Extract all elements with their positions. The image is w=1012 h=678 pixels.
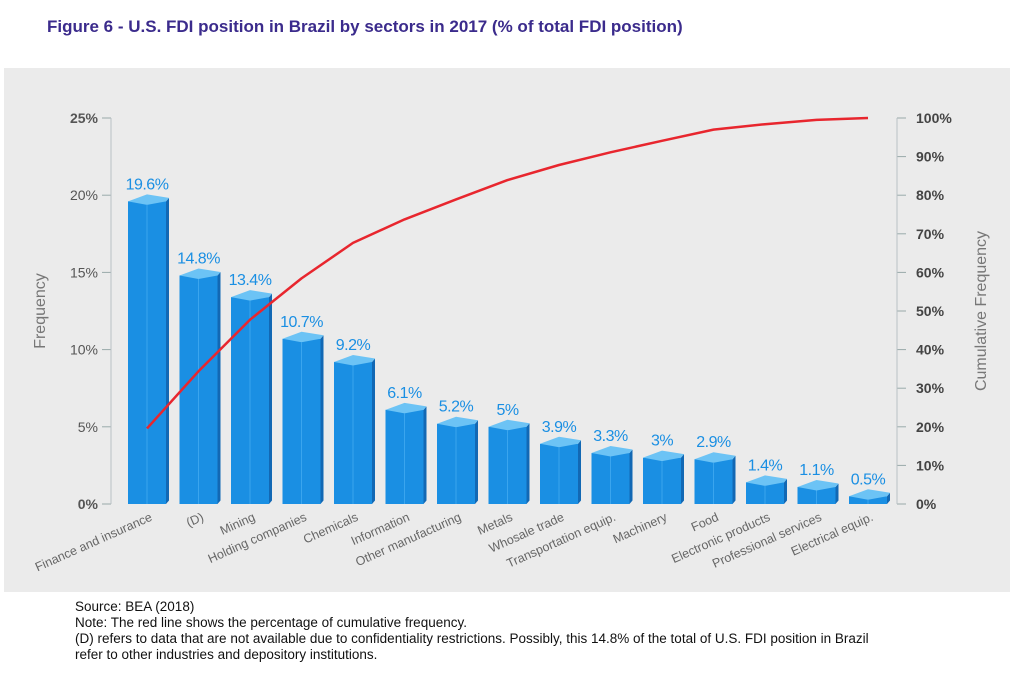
- bar-top: [334, 354, 375, 366]
- bar-top: [694, 452, 736, 463]
- bar-value-label: 10.7%: [280, 314, 323, 331]
- bar-side: [372, 358, 375, 504]
- bar-top: [231, 290, 272, 301]
- bar-top: [488, 419, 530, 431]
- bar-side: [269, 293, 272, 504]
- line-note: Note: The red line shows the percentage …: [75, 615, 467, 630]
- bar-side: [784, 478, 787, 504]
- bar-side: [732, 455, 736, 504]
- bar-value-label: 0.5%: [851, 471, 886, 488]
- right-tick-label: 100%: [916, 110, 952, 126]
- bar: [849, 489, 890, 504]
- bar-top: [437, 416, 478, 428]
- bar-value-label: 3%: [651, 433, 673, 450]
- right-tick-label: 70%: [916, 226, 945, 242]
- right-tick-label: 90%: [916, 149, 945, 165]
- bar: [437, 416, 478, 504]
- bar-top: [643, 450, 684, 462]
- confidentiality-note: (D) refers to data that are not availabl…: [75, 631, 869, 646]
- bar-value-label: 1.1%: [799, 462, 834, 479]
- bar-side: [629, 449, 633, 504]
- bar-top: [797, 480, 839, 491]
- bar-value-label: 3.9%: [542, 419, 577, 436]
- chart-title: Figure 6 - U.S. FDI position in Brazil b…: [47, 17, 683, 36]
- bar-top: [591, 446, 633, 457]
- y-axis-title: Frequency: [32, 273, 49, 349]
- bar-value-label: 1.4%: [748, 457, 783, 474]
- left-tick-label: 20%: [70, 187, 98, 203]
- right-tick-label: 30%: [916, 380, 945, 396]
- cumulative-frequency-line: [146, 116, 869, 430]
- bar: [746, 475, 787, 504]
- bar-value-label: 5%: [496, 402, 518, 419]
- bar: [282, 331, 324, 504]
- bar: [694, 452, 736, 504]
- bar-value-label: 9.2%: [336, 337, 371, 354]
- right-tick-label: 10%: [916, 457, 945, 473]
- right-tick-label: 0%: [916, 496, 937, 512]
- bar-top: [128, 194, 169, 205]
- left-tick-label: 5%: [78, 419, 98, 435]
- right-tick-label: 20%: [916, 419, 945, 435]
- bar-value-label: 6.1%: [387, 385, 422, 402]
- left-tick-label: 10%: [70, 342, 98, 358]
- bar-value-label: 14.8%: [177, 250, 220, 267]
- bar-side: [166, 197, 169, 504]
- bar-top: [540, 436, 581, 448]
- left-tick-label: 25%: [70, 110, 99, 126]
- bar-side: [681, 454, 684, 504]
- bar-top: [849, 489, 890, 500]
- left-axis: 0% 5% 10% 15% 20% 25%: [70, 110, 112, 512]
- bar-value-label: 13.4%: [229, 272, 272, 289]
- bar-value-label: 19.6%: [126, 176, 169, 193]
- bar: [179, 268, 221, 504]
- category-label: (D): [184, 510, 206, 530]
- bar-side: [578, 440, 581, 504]
- y2-axis-title: Cumulative Frequency: [973, 231, 990, 391]
- right-tick-label: 40%: [916, 342, 945, 358]
- source-note: Source: BEA (2018): [75, 599, 195, 614]
- bar: [385, 402, 427, 504]
- plot-background: [4, 68, 1010, 592]
- bar-side: [887, 492, 890, 504]
- bar-value-label: 5.2%: [439, 399, 474, 416]
- data-labels: 19.6% 14.8% 13.4% 10.7% 9.2% 6.1% 5.2% 5% 3.9% 3.…: [126, 176, 886, 488]
- bar-top: [385, 402, 427, 414]
- bar: [540, 436, 581, 504]
- bar-value-label: 2.9%: [696, 434, 731, 451]
- bar-side: [475, 420, 478, 504]
- bar-top: [179, 268, 221, 279]
- bar: [231, 290, 272, 504]
- bar-series: [128, 194, 890, 504]
- bar-side: [526, 423, 530, 504]
- right-tick-label: 50%: [916, 303, 945, 319]
- bar-top: [746, 475, 787, 486]
- bar: [591, 446, 633, 504]
- bar-side: [320, 335, 324, 504]
- left-tick-label: 15%: [70, 264, 98, 280]
- bar: [334, 354, 375, 504]
- right-axis: 0% 10% 20% 30% 40% 50% 60% 70% 80% 90% 100%: [896, 110, 952, 512]
- right-tick-label: 60%: [916, 264, 945, 280]
- bar: [643, 450, 684, 504]
- confidentiality-note-continued: refer to other industries and depository…: [75, 647, 378, 662]
- bar: [797, 480, 839, 504]
- bar: [128, 194, 169, 504]
- bar-side: [835, 483, 839, 504]
- bar-side: [423, 406, 427, 504]
- left-tick-label: 0%: [78, 496, 99, 512]
- bar-value-label: 3.3%: [593, 428, 628, 445]
- bar: [488, 419, 530, 504]
- bar-side: [217, 271, 221, 504]
- right-tick-label: 80%: [916, 187, 945, 203]
- bar-top: [282, 331, 324, 343]
